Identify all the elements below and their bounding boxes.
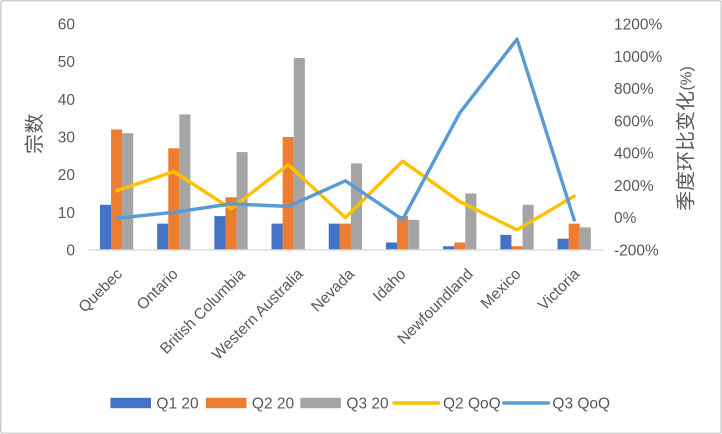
- svg-text:40: 40: [58, 92, 76, 109]
- svg-text:400%: 400%: [614, 146, 654, 163]
- svg-text:(%): (%): [679, 66, 696, 90]
- svg-text:-200%: -200%: [614, 243, 659, 260]
- svg-text:Q3 20: Q3 20: [346, 396, 389, 413]
- svg-text:Q3 QoQ: Q3 QoQ: [552, 396, 610, 413]
- svg-text:60: 60: [58, 17, 76, 34]
- svg-text:10: 10: [58, 205, 76, 222]
- svg-text:1200%: 1200%: [614, 17, 662, 34]
- svg-text:Q2 20: Q2 20: [252, 396, 295, 413]
- svg-text:20: 20: [58, 167, 76, 184]
- svg-text:800%: 800%: [614, 81, 654, 98]
- svg-text:Q2 QoQ: Q2 QoQ: [443, 396, 501, 413]
- svg-text:0: 0: [66, 243, 75, 260]
- svg-text:Q1 20: Q1 20: [156, 396, 199, 413]
- svg-text:50: 50: [58, 54, 76, 71]
- svg-text:600%: 600%: [614, 113, 654, 130]
- svg-text:0%: 0%: [614, 210, 637, 227]
- svg-text:30: 30: [58, 130, 76, 147]
- svg-text:1000%: 1000%: [614, 49, 662, 66]
- svg-text:200%: 200%: [614, 178, 654, 195]
